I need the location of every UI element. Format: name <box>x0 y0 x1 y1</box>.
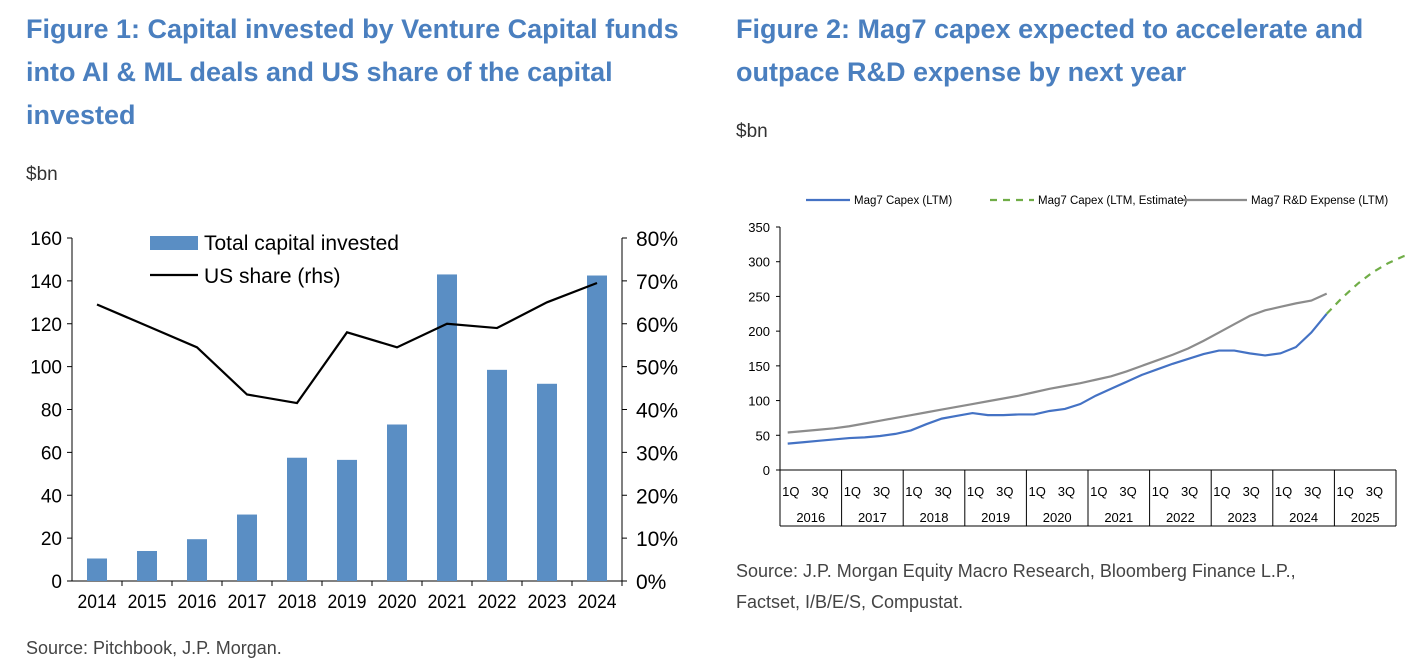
y-tick-label: 50 <box>756 428 770 443</box>
x-tick-label: 2017 <box>228 590 267 612</box>
right-tick-label: 50% <box>636 357 678 380</box>
legend-label-0: Mag7 Capex (LTM) <box>854 195 952 207</box>
y-tick-label: 0 <box>763 463 770 478</box>
quarter-label: 1Q <box>1337 484 1354 499</box>
y-tick-label: 300 <box>748 255 770 270</box>
left-tick-label: 140 <box>30 272 62 293</box>
quarter-label: 1Q <box>844 484 861 499</box>
right-tick-label: 40% <box>636 400 678 423</box>
y-tick-label: 250 <box>748 289 770 304</box>
y-tick-label: 150 <box>748 359 770 374</box>
quarter-label: 3Q <box>1304 484 1321 499</box>
quarter-label: 3Q <box>873 484 890 499</box>
bar-2024 <box>587 275 607 581</box>
x-tick-label: 2024 <box>578 590 617 612</box>
legend-label-bars: Total capital invested <box>204 232 399 255</box>
legend-label-1: Mag7 Capex (LTM, Estimate) <box>1038 195 1188 207</box>
quarter-label: 1Q <box>1213 484 1230 499</box>
left-tick-label: 160 <box>30 229 62 250</box>
year-label: 2019 <box>981 510 1010 525</box>
quarter-label: 3Q <box>811 484 828 499</box>
quarter-label: 1Q <box>905 484 922 499</box>
bar-2021 <box>437 274 457 581</box>
quarter-label: 3Q <box>1243 484 1260 499</box>
bar-2017 <box>237 514 257 581</box>
quarter-label: 3Q <box>1366 484 1383 499</box>
right-tick-label: 80% <box>636 228 678 251</box>
figure2-title: Figure 2: Mag7 capex expected to acceler… <box>736 14 1364 87</box>
quarter-label: 3Q <box>1119 484 1136 499</box>
y-tick-label: 200 <box>748 324 770 339</box>
quarter-label: 1Q <box>1275 484 1292 499</box>
bar-2023 <box>537 383 557 581</box>
year-label: 2023 <box>1228 510 1257 525</box>
x-tick-label: 2020 <box>378 590 417 612</box>
x-tick-label: 2022 <box>478 590 517 612</box>
legend-label-line: US share (rhs) <box>204 265 341 288</box>
year-label: 2022 <box>1166 510 1195 525</box>
left-tick-label: 20 <box>41 529 62 550</box>
x-tick-label: 2015 <box>128 590 167 612</box>
bar-2020 <box>387 424 407 581</box>
quarter-label: 1Q <box>782 484 799 499</box>
legend-swatch-bars <box>150 236 198 250</box>
quarter-label: 1Q <box>967 484 984 499</box>
bar-2014 <box>87 558 107 581</box>
left-tick-label: 120 <box>30 315 62 336</box>
bar-2022 <box>487 369 507 581</box>
right-tick-label: 70% <box>636 271 678 294</box>
series-line-0 <box>787 313 1328 445</box>
x-tick-label: 2016 <box>178 590 217 612</box>
x-tick-label: 2021 <box>428 590 467 612</box>
bar-2015 <box>137 550 157 581</box>
bar-2016 <box>187 539 207 581</box>
quarter-label: 3Q <box>935 484 952 499</box>
legend-label-2: Mag7 R&D Expense (LTM) <box>1251 195 1388 207</box>
right-tick-label: 60% <box>636 314 678 337</box>
figure2-unit-label: $bn <box>736 121 768 142</box>
left-tick-label: 80 <box>41 401 62 422</box>
year-label: 2017 <box>858 510 887 525</box>
year-label: 2024 <box>1289 510 1318 525</box>
figure2-source: Source: J.P. Morgan Equity Macro Researc… <box>736 561 1296 612</box>
x-tick-label: 2014 <box>78 590 117 612</box>
quarter-label: 3Q <box>996 484 1013 499</box>
year-label: 2020 <box>1043 510 1072 525</box>
left-tick-label: 100 <box>30 358 62 379</box>
right-tick-label: 10% <box>636 528 678 551</box>
bar-2019 <box>337 459 357 581</box>
left-tick-label: 40 <box>41 486 62 507</box>
quarter-label: 1Q <box>1029 484 1046 499</box>
left-tick-label: 60 <box>41 443 62 464</box>
quarter-label: 3Q <box>1058 484 1075 499</box>
year-label: 2021 <box>1104 510 1133 525</box>
right-tick-label: 20% <box>636 485 678 508</box>
x-tick-label: 2018 <box>278 590 317 612</box>
figure1-source: Source: Pitchbook, J.P. Morgan. <box>26 638 282 658</box>
year-label: 2016 <box>796 510 825 525</box>
figure2-chart: 0 50 100 150 200 250 300 350 1Q 3Q 2016 1Q 3Q 2017 1Q 3… <box>748 195 1408 527</box>
figure1-title: Figure 1: Capital invested by Venture Ca… <box>26 14 679 130</box>
x-tick-label: 2019 <box>328 590 367 612</box>
y-tick-label: 100 <box>748 394 770 409</box>
series-line-1 <box>1325 254 1408 315</box>
right-tick-label: 0% <box>636 571 666 594</box>
quarter-label: 3Q <box>1181 484 1198 499</box>
figure1-unit-label: $bn <box>26 164 58 185</box>
right-tick-label: 30% <box>636 442 678 465</box>
x-tick-label: 2023 <box>528 590 567 612</box>
quarter-label: 1Q <box>1152 484 1169 499</box>
us-share-line <box>96 281 598 405</box>
figure1-chart: 0 20 40 60 80 100 120 140 160 0% 10% 20% 30% 40% 50% 60… <box>30 228 678 612</box>
series-line-2 <box>787 292 1328 434</box>
year-label: 2018 <box>920 510 949 525</box>
y-tick-label: 350 <box>748 220 770 235</box>
bar-2018 <box>287 457 307 581</box>
year-label: 2025 <box>1351 510 1380 525</box>
left-tick-label: 0 <box>51 572 62 593</box>
quarter-label: 1Q <box>1090 484 1107 499</box>
